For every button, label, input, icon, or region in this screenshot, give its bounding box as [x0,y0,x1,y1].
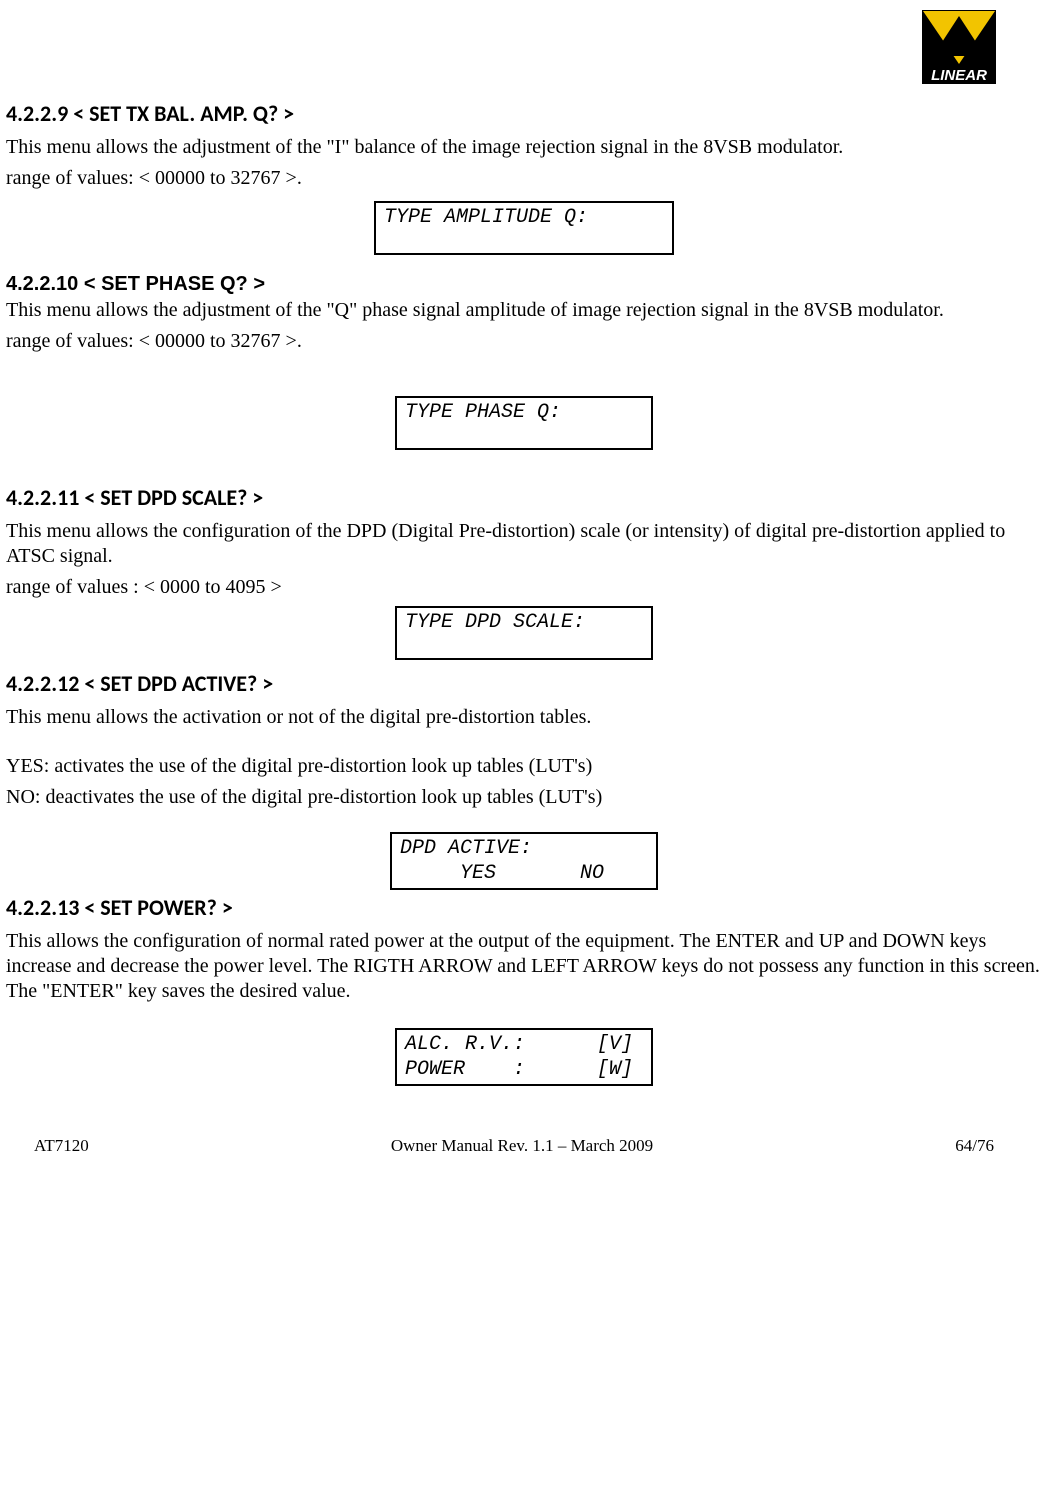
para: range of values: < 00000 to 32767 >. [6,166,1042,191]
para: NO: deactivates the use of the digital p… [6,785,1042,810]
lcd-display: TYPE PHASE Q: [395,396,653,450]
para: This allows the configuration of normal … [6,929,1042,1004]
para: YES: activates the use of the digital pr… [6,754,1042,779]
footer-title: Owner Manual Rev. 1.1 – March 2009 [391,1136,653,1156]
lcd-display: TYPE DPD SCALE: [395,606,653,660]
heading-4-2-2-9: 4.2.2.9 < SET TX BAL. AMP. Q? > [6,100,1042,127]
lcd-display: ALC. R.V.: [V] POWER : [W] [395,1028,653,1086]
para: This menu allows the activation or not o… [6,705,1042,730]
page: LINEAR 4.2.2.9 < SET TX BAL. AMP. Q? > T… [0,0,1048,1162]
logo-text: LINEAR [931,67,987,84]
para: This menu allows the adjustment of the "… [6,298,1042,323]
heading-4-2-2-11: 4.2.2.11 < SET DPD SCALE? > [6,484,1042,511]
para: This menu allows the configuration of th… [6,519,1042,569]
heading-4-2-2-12: 4.2.2.12 < SET DPD ACTIVE? > [6,670,1042,697]
linear-logo: LINEAR [922,10,996,84]
heading-4-2-2-10: 4.2.2.10 < SET PHASE Q? > [6,273,1042,296]
lcd-display: TYPE AMPLITUDE Q: [374,201,674,255]
heading-4-2-2-13: 4.2.2.13 < SET POWER? > [6,894,1042,921]
para: This menu allows the adjustment of the "… [6,135,1042,160]
lcd-display: DPD ACTIVE: YES NO [390,832,658,890]
logo-container: LINEAR [6,6,1042,84]
page-footer: AT7120 Owner Manual Rev. 1.1 – March 200… [6,1136,1042,1156]
para: range of values : < 0000 to 4095 > [6,575,1042,600]
para: range of values: < 00000 to 32767 >. [6,329,1042,354]
footer-model: AT7120 [34,1136,89,1156]
footer-page-number: 64/76 [955,1136,994,1156]
